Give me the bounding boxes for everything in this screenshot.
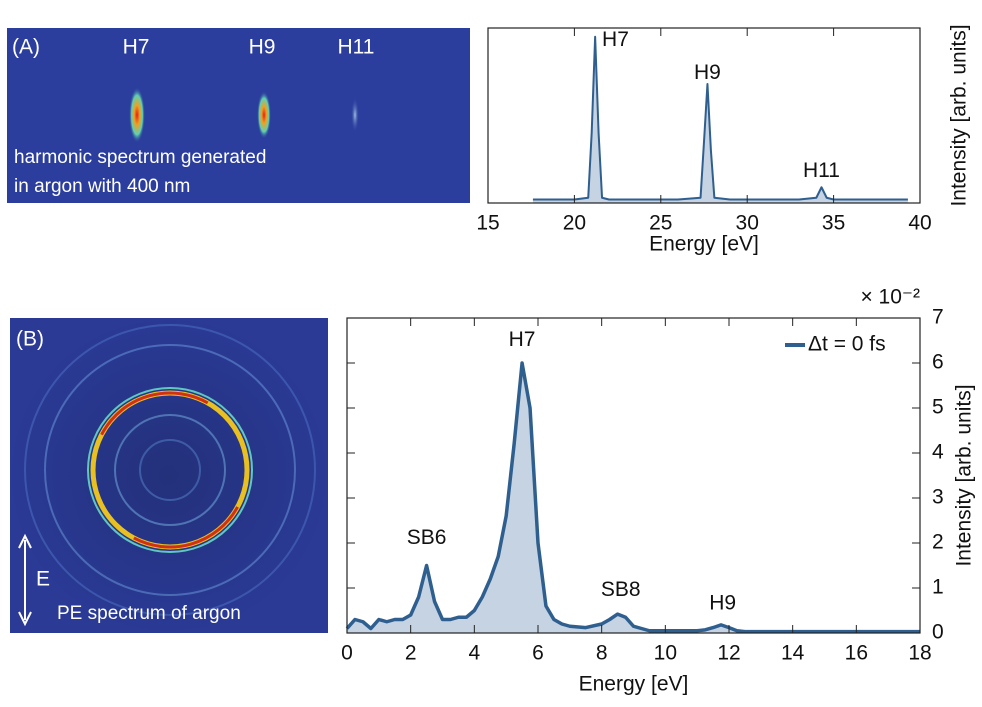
x-tick-label: 40 [908,212,931,235]
line [345,361,920,634]
annotation: H9 [694,61,721,84]
annotation: SB6 [407,526,447,549]
y-tick-label: 4 [932,441,944,464]
x-tick-label: 25 [649,212,672,235]
annotation: H11 [803,159,840,182]
x-tick-label: 18 [908,642,931,665]
arrow-label: E [36,568,50,591]
x-tick-label: 4 [468,642,480,665]
line [532,35,908,201]
x-tick-label: 30 [736,212,759,235]
annotation: H9 [709,591,736,614]
x-tick-label: 16 [845,642,868,665]
peak-label: H11 [338,36,375,59]
x-tick-label: 0 [341,642,353,665]
panel-label: (B) [16,328,44,351]
x-tick-label: 12 [717,642,740,665]
y-axis-label: Intensity [arb. units] [953,384,976,566]
y-axis-label: Intensity [arb. units] [948,24,971,206]
peak-label: H9 [249,36,276,59]
annotation: H7 [602,28,629,51]
caption: harmonic spectrum generated [14,147,266,168]
x-tick-label: 10 [654,642,677,665]
y-tick-label: 3 [932,486,944,509]
plot-frame [487,27,921,204]
y-tick-label: 5 [932,396,944,419]
x-tick-label: 20 [563,212,586,235]
x-axis-label: Energy [eV] [649,233,759,256]
x-axis-label: Energy [eV] [579,673,689,696]
y-tick-label: 7 [932,306,944,329]
x-tick-label: 15 [476,212,499,235]
y-tick-label: 1 [932,576,944,599]
x-tick-label: 14 [781,642,805,665]
x-tick-label: 6 [532,642,544,665]
plot-frame [346,317,921,634]
caption: PE spectrum of argon [57,603,241,624]
y-tick-label: 0 [932,621,944,644]
y-tick-label: 2 [932,531,944,554]
x-tick-label: 35 [822,212,845,235]
caption: in argon with 400 nm [14,176,190,197]
panel-label: (A) [12,36,40,59]
y-tick-label: 6 [932,351,944,374]
annotation: H7 [509,328,536,351]
y-multiplier: × 10⁻² [860,286,920,309]
pe-image: (B) E PE spectrum of argon [10,318,328,633]
x-tick-label: 8 [596,642,608,665]
legend-label: Δt = 0 fs [808,333,886,356]
peak-label: H7 [123,36,150,59]
annotation: SB8 [601,578,641,601]
x-tick-label: 2 [405,642,417,665]
harmonic-image: (A) H7 H9 H11 harmonic spectrum generate… [7,28,470,203]
